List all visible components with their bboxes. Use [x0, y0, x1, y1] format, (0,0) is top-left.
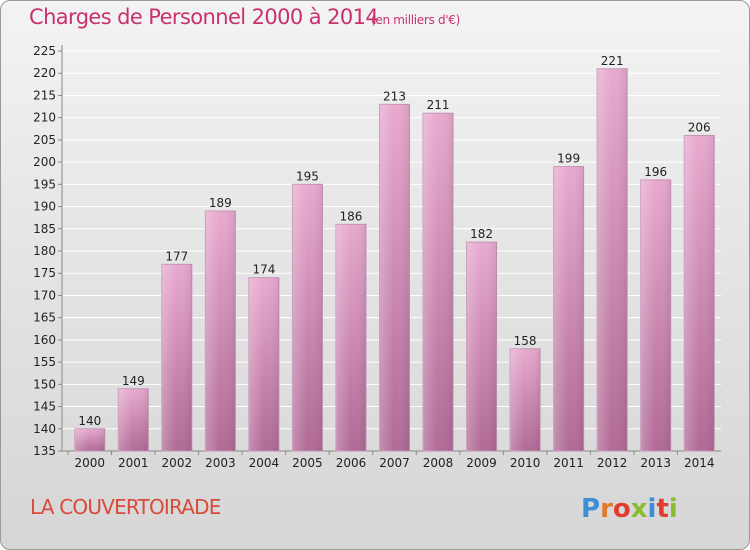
bar-shine-2007 [379, 104, 410, 451]
y-tick-label: 150 [33, 377, 56, 391]
logo-letter: i [669, 494, 678, 524]
logo-letter: P [581, 494, 600, 524]
y-tick-label: 225 [33, 44, 56, 58]
chart-title: Charges de Personnel 2000 à 2014 [29, 5, 379, 29]
bar-shine-2008 [423, 113, 454, 451]
chart-subtitle: (en milliers d'€) [371, 13, 461, 27]
y-tick-label: 185 [33, 222, 56, 236]
labels: 135 140 145 150 155 160 165 170 175 180 185 190 195 2… [33, 44, 714, 470]
logo-letter: t [656, 494, 668, 524]
town-name: LA COUVERTOIRADE [30, 495, 221, 519]
x-tick-label-2011: 2011 [553, 456, 584, 470]
bar-shine-2009 [466, 242, 497, 451]
proxiti-logo: Proxiti [579, 485, 699, 535]
value-label-2007: 213 [383, 89, 406, 103]
y-tick-label: 215 [33, 88, 56, 102]
logo-letter: i [648, 494, 657, 524]
y-tick-label: 210 [33, 111, 56, 125]
y-tick-label: 160 [33, 333, 56, 347]
value-label-2009: 182 [470, 227, 493, 241]
x-tick-label-2012: 2012 [597, 456, 628, 470]
x-tick-label-2000: 2000 [74, 456, 105, 470]
y-tick-label: 165 [33, 311, 56, 325]
y-tick-label: 140 [33, 422, 56, 436]
value-label-2012: 221 [601, 54, 624, 68]
value-label-2004: 174 [252, 263, 275, 277]
value-label-2014: 206 [688, 120, 711, 134]
y-tick-label: 155 [33, 355, 56, 369]
bar-shine-2002 [161, 264, 192, 451]
x-tick-label-2013: 2013 [640, 456, 671, 470]
y-tick-label: 170 [33, 288, 56, 302]
y-tick-label: 200 [33, 155, 56, 169]
x-tick-label-2008: 2008 [423, 456, 454, 470]
bar-shine-2005 [292, 184, 323, 452]
y-tick-label: 205 [33, 133, 56, 147]
x-tick-label-2010: 2010 [510, 456, 541, 470]
bars [74, 68, 715, 452]
value-label-2001: 149 [122, 374, 145, 388]
x-tick-label-2014: 2014 [684, 456, 715, 470]
bar-shine-2012 [597, 68, 628, 452]
bar-shine-2000 [74, 428, 105, 451]
y-tick-label: 145 [33, 400, 56, 414]
value-label-2002: 177 [165, 249, 188, 263]
y-tick-label: 175 [33, 266, 56, 280]
bar-shine-2014 [684, 135, 715, 451]
bar-shine-2010 [510, 348, 541, 451]
x-tick-label-2002: 2002 [162, 456, 193, 470]
value-label-2010: 158 [514, 334, 537, 348]
value-label-2005: 195 [296, 169, 319, 183]
value-label-2011: 199 [557, 152, 580, 166]
y-tick-label: 220 [33, 66, 56, 80]
bar-shine-2004 [248, 277, 279, 451]
logo-letter: r [600, 494, 613, 524]
value-label-2006: 186 [340, 209, 363, 223]
x-tick-label-2001: 2001 [118, 456, 149, 470]
x-tick-label-2004: 2004 [249, 456, 280, 470]
y-tick-label: 190 [33, 200, 56, 214]
y-tick-label: 180 [33, 244, 56, 258]
x-tick-label-2006: 2006 [336, 456, 367, 470]
value-label-2003: 189 [209, 196, 232, 210]
x-tick-label-2005: 2005 [292, 456, 323, 470]
y-tick-label: 135 [33, 444, 56, 458]
bar-shine-2001 [118, 388, 149, 451]
svg-text:Proxiti: Proxiti [581, 494, 678, 524]
logo-letter: x [631, 494, 648, 524]
bar-shine-2003 [205, 211, 236, 451]
bar-shine-2011 [553, 166, 584, 452]
x-tick-label-2003: 2003 [205, 456, 236, 470]
x-tick-label-2007: 2007 [379, 456, 410, 470]
bar-shine-2006 [335, 224, 366, 451]
bar-shine-2013 [640, 179, 671, 451]
value-label-2013: 196 [644, 165, 667, 179]
value-label-2000: 140 [78, 414, 101, 428]
x-tick-label-2009: 2009 [466, 456, 497, 470]
value-label-2008: 211 [427, 98, 450, 112]
logo-letter: o [613, 494, 631, 524]
y-tick-label: 195 [33, 177, 56, 191]
